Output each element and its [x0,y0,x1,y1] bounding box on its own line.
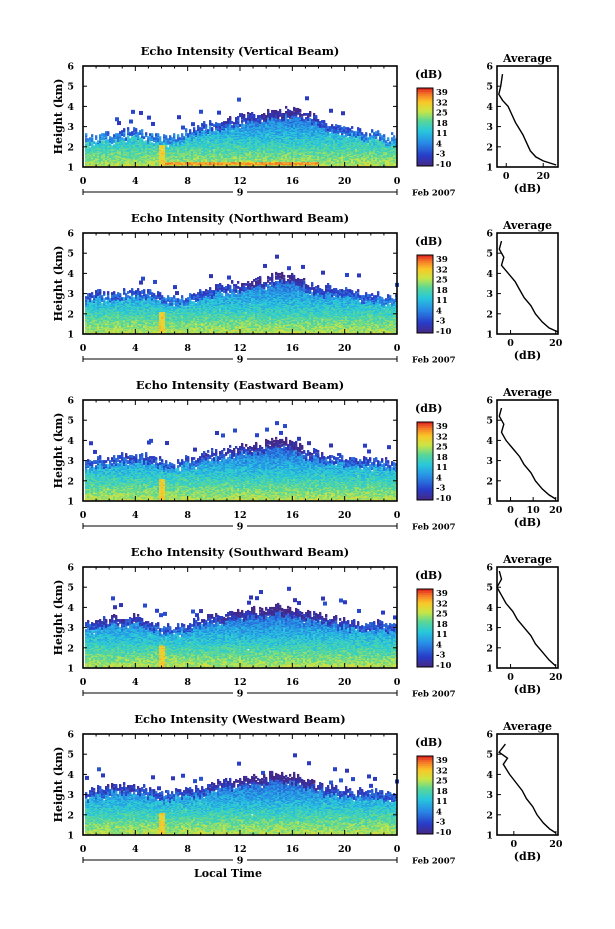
chart-title: Echo Intensity (Vertical Beam) [141,44,340,58]
heatmap-cell [113,134,115,137]
heatmap-cell [93,141,95,144]
heatmap-cell [97,153,99,156]
heatmap-cell [91,137,93,140]
heatmap-cell [101,133,103,136]
heatmap-cell [149,136,151,139]
heatmap-cell [145,140,147,143]
heatmap-cell [107,139,109,142]
heatmap-cell [133,127,135,130]
heatmap-cell [151,133,153,136]
heatmap-cell [121,137,123,140]
heatmap-cell [143,141,145,144]
heatmap-cell [135,134,137,137]
heatmap-cell [103,133,105,136]
heatmap-cell [113,139,115,142]
heatmap-cell [157,137,159,140]
heatmap-cell [93,145,95,148]
heatmap-cell [103,143,105,146]
heatmap-cell [147,116,151,120]
heatmap-cell [127,127,129,130]
heatmap-cell [139,130,141,133]
heatmap-cell [85,137,87,140]
heatmap-cell [139,111,143,115]
heatmap-cell [129,120,133,124]
heatmap-cell [153,147,155,150]
heatmap-cell [161,141,163,144]
heatmap-cell [125,142,127,145]
heatmap-cells [85,96,397,166]
heatmap-cell [117,121,121,125]
heatmap-cell [131,136,133,139]
heatmap-cell [111,145,113,148]
heatmap-cell [151,122,155,126]
heatmap-cell [123,138,125,141]
echo-intensity-figure: Echo Intensity (Vertical Beam)0 4 8 12 16 20 0… [0,0,615,929]
heatmap-cell [133,135,135,138]
heatmap-cell [101,140,103,143]
heatmap-cell [139,137,141,140]
heatmap-cell [149,133,151,136]
heatmap-cell [135,128,137,131]
heatmap-cell [89,137,91,140]
heatmap-cell [149,141,151,144]
heatmap-cell [109,136,111,139]
heatmap-cell [85,133,87,136]
heatmap-cell [137,144,139,147]
heatmap-cell [141,129,143,132]
heatmap-cell [111,137,113,140]
heatmap-cell [125,137,127,140]
heatmap-cell [107,131,109,134]
heatmap-cell [153,137,155,140]
heatmap-cell [161,149,163,152]
heatmap-cell [131,110,135,114]
heatmap-cell [99,140,101,143]
heatmap-cell [95,142,97,145]
heatmap-cell [137,132,139,135]
heatmap-cell [131,131,133,134]
heatmap-cell [119,131,121,134]
heatmap-cell [89,147,91,150]
heatmap-cell [87,138,89,141]
heatmap-cell [95,135,97,138]
heatmap-cell [157,133,159,136]
heatmap-cell [117,133,119,136]
heatmap-cell [105,139,107,142]
heatmap-cell [115,133,117,136]
heatmap-cell [141,132,143,135]
heatmap-cell [143,136,145,139]
heatmap-cell [115,117,119,121]
heatmap-cell [91,134,93,137]
heatmap-cell [103,137,105,140]
heatmap-cell [109,143,111,146]
heatmap-cell [129,138,131,141]
heatmap-cell [123,128,125,131]
heatmap-cell [113,144,115,147]
heatmap-cell [103,140,105,143]
heatmap-cell [99,134,101,137]
panel-1: Echo Intensity (Vertical Beam)0 4 8 12 16 20 0… [52,44,558,199]
heatmap-cell [105,131,107,134]
heatmap-cell [153,143,155,146]
heatmap-cell [121,130,123,133]
heatmap-cell [85,143,87,146]
heatmap-cell [155,133,157,136]
heatmap-cell [145,132,147,135]
heatmap-cell [101,136,103,139]
heatmap-cell [97,140,99,143]
heatmap-cell [151,142,153,145]
heatmap-cell [147,136,149,139]
heatmap-cell [133,132,135,135]
heatmap-cell [129,132,131,135]
heatmap-cell [159,136,161,139]
